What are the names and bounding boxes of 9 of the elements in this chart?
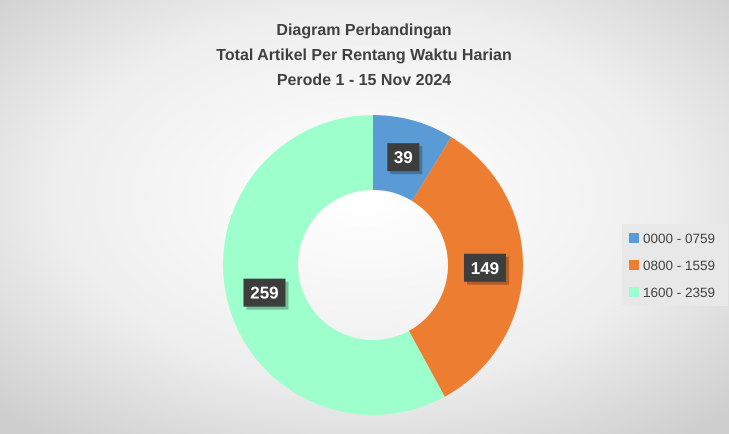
legend-label: 0800 - 1559	[643, 258, 716, 273]
donut-slice	[223, 115, 445, 415]
legend-label: 0000 - 0759	[643, 231, 716, 246]
chart-title: Diagram Perbandingan Total Artikel Per Rentang Waktu Harian	[216, 22, 512, 64]
data-label: 149	[470, 258, 500, 278]
data-label: 39	[394, 148, 413, 168]
chart-subtitle: Perode 1 - 15 Nov 2024	[276, 72, 452, 89]
legend-label: 1600 - 2359	[643, 285, 716, 300]
data-label: 259	[250, 284, 279, 303]
